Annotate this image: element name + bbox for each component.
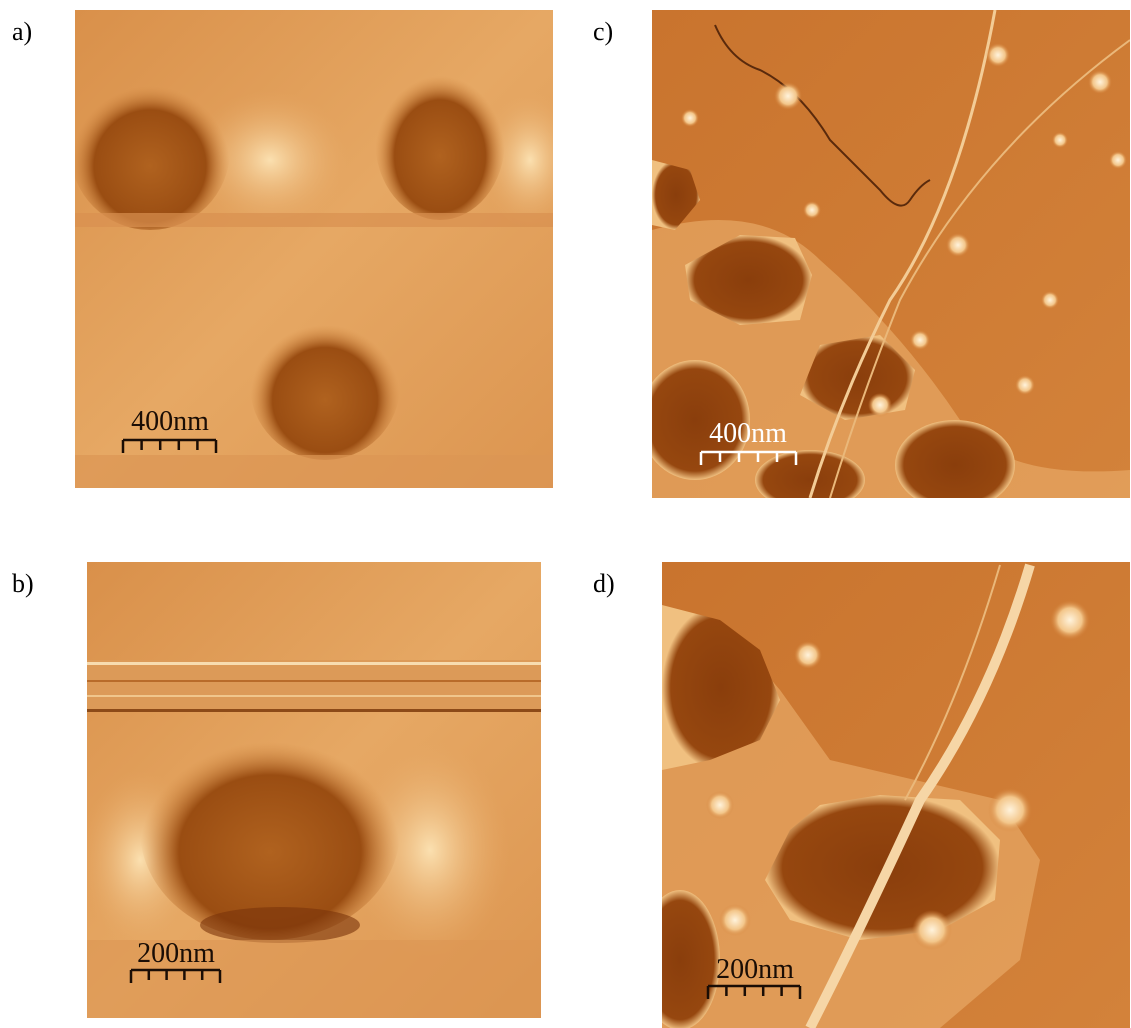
panel-label: c) xyxy=(593,17,613,46)
scale-bar-label: 200nm xyxy=(716,954,794,985)
panel-label: a) xyxy=(12,17,32,46)
panel-label: d) xyxy=(593,569,615,598)
scale-bar-label: 400nm xyxy=(709,418,787,449)
figure: a) b) c) d) 400nm 200nm 400nm 200nm xyxy=(0,0,1131,1028)
scale-bar-label: 200nm xyxy=(137,938,215,969)
scale-bar-label: 400nm xyxy=(131,406,209,437)
panel-label: b) xyxy=(12,569,34,598)
image-d xyxy=(640,562,1130,1028)
